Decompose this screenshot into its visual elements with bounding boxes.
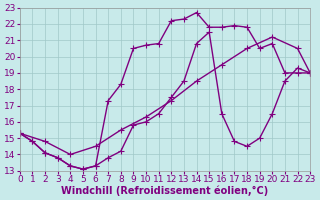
X-axis label: Windchill (Refroidissement éolien,°C): Windchill (Refroidissement éolien,°C) xyxy=(61,185,268,196)
